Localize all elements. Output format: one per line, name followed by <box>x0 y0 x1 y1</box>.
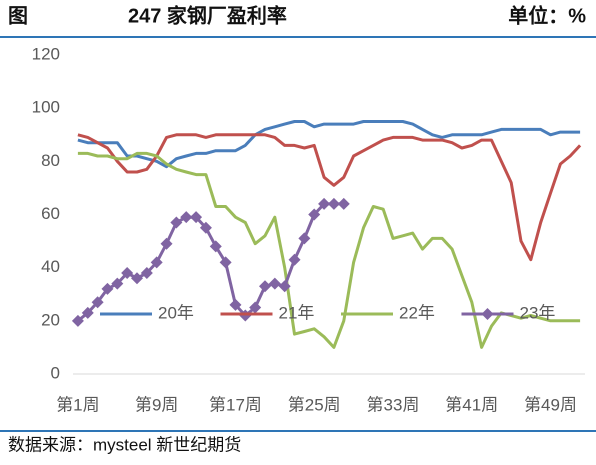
source-note: 数据来源：mysteel 新世纪期货 <box>8 435 241 454</box>
point-marker <box>268 277 281 290</box>
figure-label: 图 <box>8 4 28 27</box>
x-tick-label: 第25周 <box>288 395 341 414</box>
point-marker <box>249 301 262 314</box>
point-marker <box>111 277 124 290</box>
point-marker <box>219 256 232 269</box>
x-tick-label: 第41周 <box>445 395 498 414</box>
unit-label: 单位：% <box>508 3 586 27</box>
y-tick-label: 120 <box>32 44 60 63</box>
legend-label: 23年 <box>520 303 556 322</box>
point-marker <box>150 256 163 269</box>
point-marker <box>298 232 311 245</box>
legend-marker <box>481 308 494 320</box>
point-marker <box>71 314 84 327</box>
chart-title: 247 家钢厂盈利率 <box>128 3 287 27</box>
point-marker <box>308 208 321 221</box>
point-marker <box>259 280 271 293</box>
point-marker <box>101 282 114 295</box>
x-tick-label: 第1周 <box>56 395 99 414</box>
point-marker <box>209 240 222 253</box>
point-marker <box>199 221 212 234</box>
point-marker <box>288 253 301 266</box>
series-line <box>77 133 582 262</box>
series-line <box>77 151 581 349</box>
y-tick-label: 0 <box>51 363 60 382</box>
y-tick-label: 60 <box>41 204 60 223</box>
y-tick-label: 100 <box>32 98 60 117</box>
legend-label: 22年 <box>399 303 435 322</box>
x-tick-label: 第33周 <box>367 395 420 414</box>
point-marker <box>180 211 193 224</box>
legend-label: 21年 <box>279 303 315 322</box>
y-tick-label: 20 <box>41 310 60 329</box>
point-marker <box>140 266 153 279</box>
point-marker <box>190 211 203 224</box>
y-tick-label: 40 <box>41 257 60 276</box>
point-marker <box>278 280 291 293</box>
x-tick-label: 第9周 <box>135 395 178 414</box>
point-marker <box>121 266 134 279</box>
series-line <box>76 202 344 322</box>
legend-label: 20年 <box>158 303 194 322</box>
point-marker <box>131 272 143 285</box>
series-line <box>77 120 581 169</box>
point-marker <box>81 306 94 319</box>
point-marker <box>91 296 104 309</box>
y-tick-label: 80 <box>41 151 60 170</box>
x-tick-label: 第17周 <box>209 395 262 414</box>
point-marker <box>160 237 173 250</box>
point-marker <box>327 197 340 210</box>
point-marker <box>229 298 242 311</box>
point-marker <box>318 197 331 210</box>
point-marker <box>337 197 350 210</box>
x-tick-label: 第49周 <box>524 395 577 414</box>
point-marker <box>170 216 183 229</box>
